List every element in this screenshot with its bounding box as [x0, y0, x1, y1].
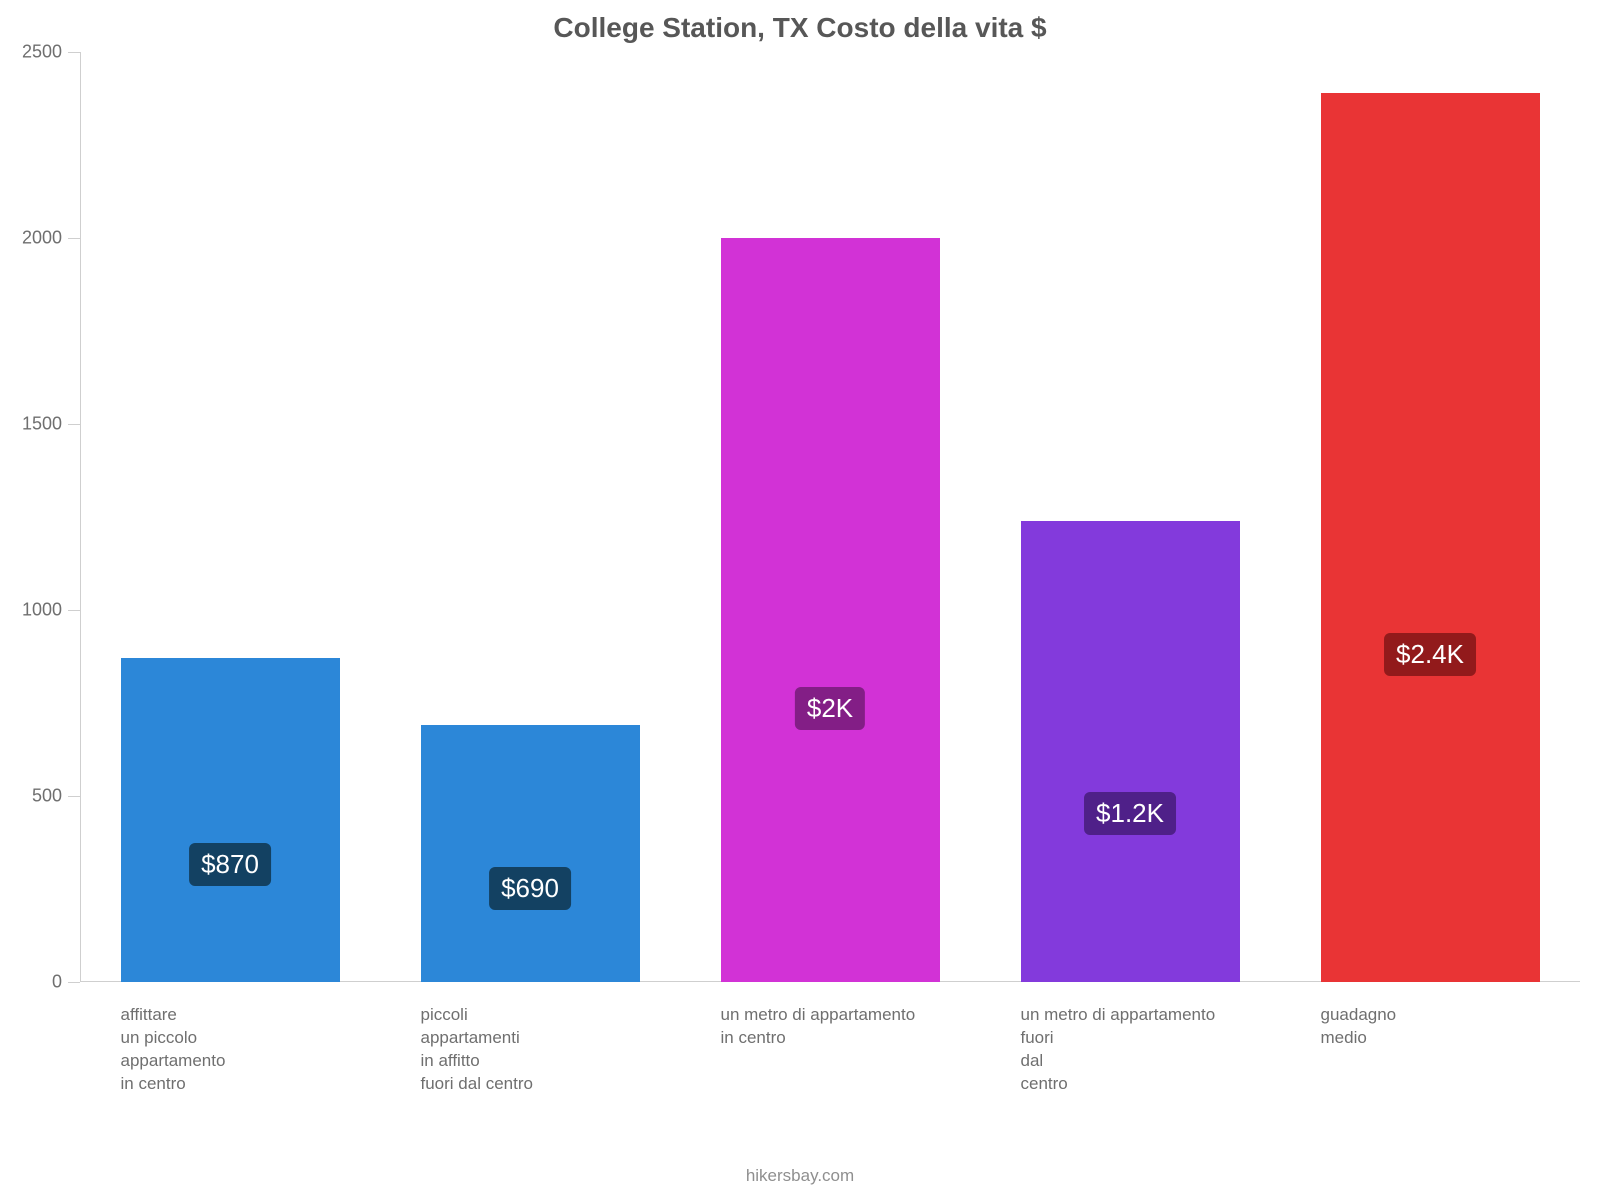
x-category-label: piccoli appartamenti in affitto fuori da…: [421, 1004, 533, 1096]
chart-footer: hikersbay.com: [0, 1166, 1600, 1186]
x-category-label: guadagno medio: [1321, 1004, 1397, 1050]
y-tick: [68, 610, 80, 611]
value-badge: $1.2K: [1084, 792, 1176, 835]
y-tick: [68, 238, 80, 239]
bar: [1321, 93, 1540, 982]
bar: [721, 238, 940, 982]
y-axis-line: [80, 52, 81, 982]
y-tick: [68, 424, 80, 425]
x-category-label: un metro di appartamento fuori dal centr…: [1021, 1004, 1216, 1096]
y-tick-label: 0: [10, 972, 62, 993]
chart-title: College Station, TX Costo della vita $: [0, 12, 1600, 44]
plot-area: 05001000150020002500$870affittare un pic…: [80, 52, 1580, 982]
y-tick-label: 2500: [10, 42, 62, 63]
value-badge: $690: [489, 867, 571, 910]
y-tick: [68, 796, 80, 797]
y-tick: [68, 52, 80, 53]
value-badge: $870: [189, 843, 271, 886]
bar: [1021, 521, 1240, 982]
value-badge: $2.4K: [1384, 633, 1476, 676]
y-tick-label: 1000: [10, 600, 62, 621]
x-category-label: un metro di appartamento in centro: [721, 1004, 916, 1050]
y-tick: [68, 982, 80, 983]
value-badge: $2K: [795, 687, 865, 730]
y-tick-label: 1500: [10, 414, 62, 435]
y-tick-label: 2000: [10, 228, 62, 249]
bar: [421, 725, 640, 982]
chart-container: College Station, TX Costo della vita $ 0…: [0, 0, 1600, 1200]
y-tick-label: 500: [10, 786, 62, 807]
bar: [121, 658, 340, 982]
x-category-label: affittare un piccolo appartamento in cen…: [121, 1004, 226, 1096]
